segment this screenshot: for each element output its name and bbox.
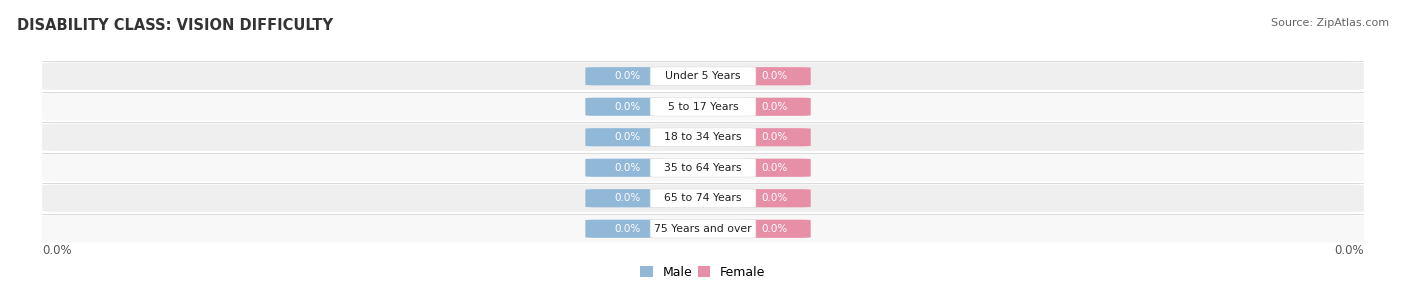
FancyBboxPatch shape xyxy=(650,189,756,208)
FancyBboxPatch shape xyxy=(650,220,756,238)
Text: 0.0%: 0.0% xyxy=(761,224,787,234)
Text: Under 5 Years: Under 5 Years xyxy=(665,71,741,81)
Text: 0.0%: 0.0% xyxy=(614,163,640,173)
FancyBboxPatch shape xyxy=(650,98,756,116)
FancyBboxPatch shape xyxy=(42,93,1364,120)
FancyBboxPatch shape xyxy=(42,124,1364,151)
FancyBboxPatch shape xyxy=(42,185,1364,212)
FancyBboxPatch shape xyxy=(42,63,1364,90)
Text: 0.0%: 0.0% xyxy=(761,102,787,112)
Text: 0.0%: 0.0% xyxy=(1334,244,1364,257)
FancyBboxPatch shape xyxy=(737,220,811,238)
Text: 75 Years and over: 75 Years and over xyxy=(654,224,752,234)
FancyBboxPatch shape xyxy=(585,67,669,85)
FancyBboxPatch shape xyxy=(650,67,756,86)
Text: 0.0%: 0.0% xyxy=(42,244,72,257)
FancyBboxPatch shape xyxy=(42,215,1364,242)
Legend: Male, Female: Male, Female xyxy=(636,260,770,284)
FancyBboxPatch shape xyxy=(585,98,669,116)
Text: 5 to 17 Years: 5 to 17 Years xyxy=(668,102,738,112)
Text: 0.0%: 0.0% xyxy=(614,132,640,142)
Text: 0.0%: 0.0% xyxy=(761,71,787,81)
FancyBboxPatch shape xyxy=(737,189,811,207)
FancyBboxPatch shape xyxy=(737,98,811,116)
Text: 0.0%: 0.0% xyxy=(614,224,640,234)
Text: 65 to 74 Years: 65 to 74 Years xyxy=(664,193,742,203)
Text: 0.0%: 0.0% xyxy=(614,71,640,81)
Text: Source: ZipAtlas.com: Source: ZipAtlas.com xyxy=(1271,18,1389,28)
FancyBboxPatch shape xyxy=(737,67,811,85)
FancyBboxPatch shape xyxy=(737,128,811,146)
Text: DISABILITY CLASS: VISION DIFFICULTY: DISABILITY CLASS: VISION DIFFICULTY xyxy=(17,18,333,33)
FancyBboxPatch shape xyxy=(42,154,1364,181)
Text: 35 to 64 Years: 35 to 64 Years xyxy=(664,163,742,173)
Text: 0.0%: 0.0% xyxy=(761,193,787,203)
FancyBboxPatch shape xyxy=(585,220,669,238)
FancyBboxPatch shape xyxy=(585,159,669,177)
Text: 0.0%: 0.0% xyxy=(761,163,787,173)
Text: 0.0%: 0.0% xyxy=(614,193,640,203)
FancyBboxPatch shape xyxy=(650,128,756,147)
FancyBboxPatch shape xyxy=(737,159,811,177)
Text: 0.0%: 0.0% xyxy=(761,132,787,142)
Text: 0.0%: 0.0% xyxy=(614,102,640,112)
Text: 18 to 34 Years: 18 to 34 Years xyxy=(664,132,742,142)
FancyBboxPatch shape xyxy=(585,128,669,146)
FancyBboxPatch shape xyxy=(650,159,756,177)
FancyBboxPatch shape xyxy=(585,189,669,207)
